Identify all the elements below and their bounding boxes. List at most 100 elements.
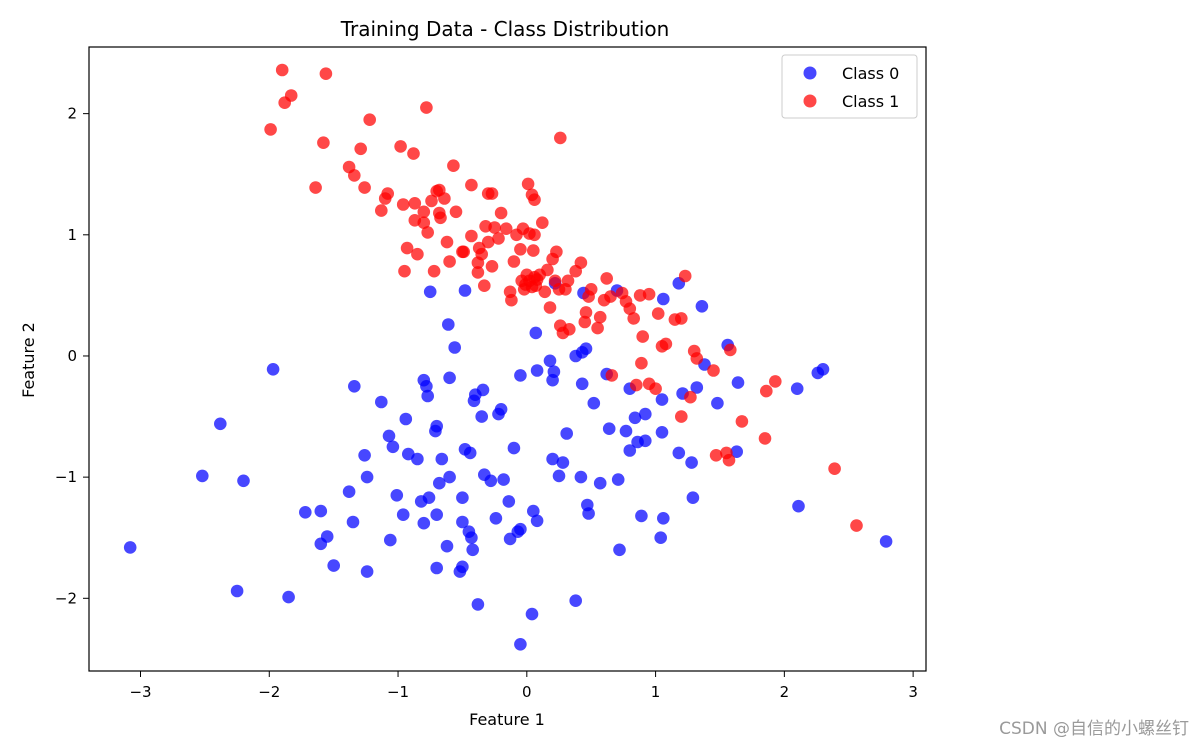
point-class-1-112 [642, 287, 656, 301]
point-class-1-28 [427, 264, 441, 278]
point-class-0-16 [360, 470, 374, 484]
point-class-1-17 [398, 264, 411, 278]
point-class-1-125 [707, 364, 720, 377]
point-class-1-122 [684, 390, 697, 404]
legend-marker-class-1 [803, 94, 817, 108]
point-class-0-30 [420, 380, 433, 393]
point-class-1-95 [579, 306, 593, 319]
point-class-1-12 [375, 204, 388, 217]
point-class-1-43 [471, 266, 485, 279]
point-class-0-58 [475, 410, 489, 423]
point-class-1-78 [536, 216, 549, 229]
point-class-0-46 [456, 515, 469, 529]
point-class-0-42 [443, 371, 456, 385]
point-class-0-102 [619, 424, 633, 438]
point-class-0-120 [690, 381, 704, 394]
points-layer [123, 63, 893, 651]
point-class-0-32 [422, 491, 436, 505]
point-class-1-14 [381, 187, 395, 200]
point-class-0-8 [314, 504, 328, 518]
point-class-1-72 [528, 228, 541, 242]
point-class-1-102 [604, 290, 617, 303]
point-class-1-108 [630, 378, 643, 392]
point-class-0-15 [358, 449, 371, 462]
point-class-1-33 [438, 192, 451, 205]
point-class-1-8 [348, 169, 361, 182]
point-class-0-26 [411, 452, 424, 466]
point-class-1-6 [319, 67, 333, 80]
point-class-0-111 [655, 393, 669, 406]
point-class-1-37 [449, 205, 463, 219]
point-class-0-98 [602, 422, 616, 436]
legend: Class 0 Class 1 [781, 54, 918, 119]
point-class-1-24 [417, 216, 431, 229]
y-tick-label: −1 [55, 468, 77, 486]
point-class-1-32 [434, 211, 447, 225]
point-class-0-59 [476, 383, 490, 397]
point-class-0-110 [654, 531, 667, 544]
point-class-1-50 [485, 260, 499, 273]
point-class-1-131 [758, 432, 772, 445]
point-class-1-60 [514, 243, 527, 256]
point-class-1-129 [724, 343, 737, 357]
point-class-0-73 [525, 607, 539, 621]
point-class-0-113 [657, 292, 670, 306]
point-class-0-0 [123, 541, 137, 554]
point-class-1-126 [709, 449, 723, 462]
point-class-0-107 [635, 509, 648, 523]
point-class-1-46 [478, 279, 491, 293]
point-class-1-1 [275, 63, 289, 77]
point-class-1-55 [499, 222, 513, 235]
legend-label-class-1: Class 1 [842, 92, 899, 111]
point-class-0-96 [593, 476, 607, 490]
point-class-0-57 [471, 598, 485, 611]
point-class-1-111 [636, 330, 649, 343]
point-class-0-123 [711, 396, 724, 410]
point-class-0-115 [672, 446, 686, 460]
point-class-0-71 [514, 369, 527, 382]
point-class-1-27 [425, 194, 438, 208]
point-class-1-101 [600, 272, 613, 285]
point-class-0-14 [348, 380, 361, 393]
point-class-0-78 [543, 354, 557, 368]
x-tick-label: 2 [780, 683, 790, 701]
point-class-1-16 [396, 198, 410, 211]
point-class-1-79 [538, 285, 552, 299]
point-class-0-44 [448, 341, 462, 354]
point-class-1-3 [284, 89, 298, 102]
point-class-1-45 [475, 247, 489, 261]
point-class-1-52 [488, 221, 501, 234]
y-tick-label: −2 [55, 589, 77, 607]
point-class-0-80 [546, 452, 559, 466]
watermark: CSDN @自信的小螺丝钉 [999, 719, 1189, 739]
point-class-1-106 [623, 302, 637, 316]
legend-label-class-0: Class 0 [842, 64, 899, 83]
point-class-0-92 [579, 342, 593, 356]
point-class-0-66 [502, 495, 516, 508]
point-class-0-7 [299, 506, 312, 519]
point-class-1-132 [760, 384, 773, 398]
point-class-0-43 [443, 470, 456, 484]
point-class-0-35 [430, 419, 444, 433]
point-class-0-23 [396, 508, 410, 521]
point-class-0-21 [386, 440, 400, 454]
point-class-0-118 [685, 456, 698, 469]
point-class-0-126 [731, 376, 745, 389]
point-class-0-2 [214, 417, 227, 431]
point-class-1-19 [407, 147, 420, 160]
point-class-0-64 [494, 403, 508, 416]
point-class-1-11 [363, 113, 377, 126]
point-class-0-48 [456, 560, 469, 574]
point-class-1-97 [584, 283, 598, 296]
point-class-0-4 [237, 474, 250, 488]
point-class-1-5 [317, 136, 330, 149]
x-tick-label: 3 [908, 683, 918, 701]
point-class-0-37 [430, 561, 444, 575]
point-class-0-89 [575, 377, 589, 391]
point-class-1-74 [528, 193, 541, 206]
point-class-0-108 [639, 407, 652, 421]
point-class-1-91 [563, 323, 576, 336]
point-class-0-68 [507, 441, 521, 455]
point-class-0-127 [790, 382, 804, 396]
